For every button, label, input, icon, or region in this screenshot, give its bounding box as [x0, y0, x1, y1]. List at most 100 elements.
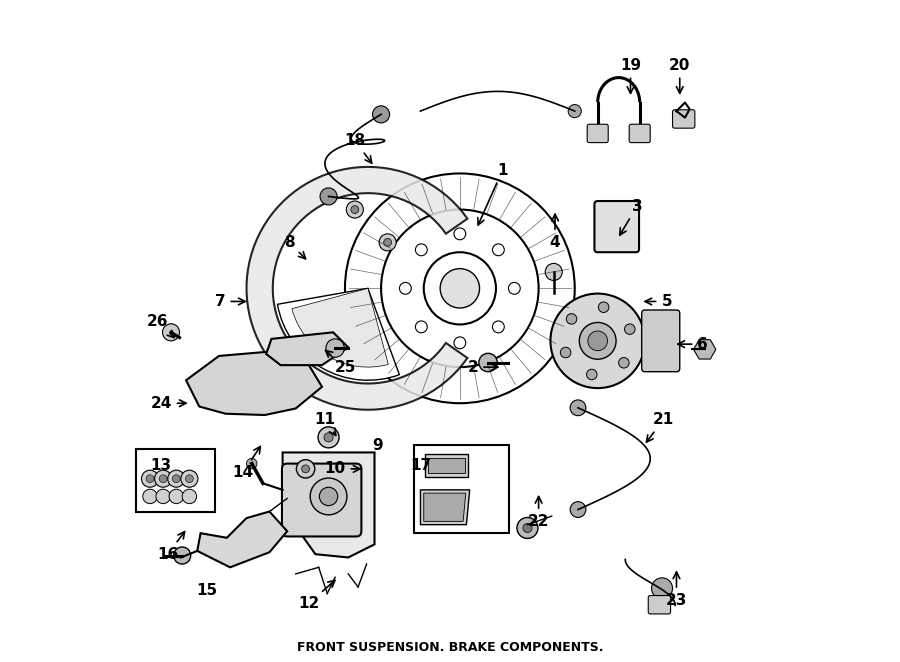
Circle shape — [326, 339, 345, 357]
Circle shape — [163, 324, 179, 341]
Polygon shape — [694, 340, 716, 359]
Circle shape — [523, 524, 532, 532]
Bar — [136, 449, 215, 512]
Circle shape — [416, 321, 428, 333]
Text: 10: 10 — [325, 461, 360, 477]
Circle shape — [346, 201, 364, 218]
Text: 16: 16 — [158, 532, 184, 561]
Text: 8: 8 — [284, 235, 306, 259]
Text: 19: 19 — [620, 58, 641, 93]
Circle shape — [580, 322, 616, 359]
Circle shape — [588, 331, 608, 351]
Circle shape — [454, 337, 466, 349]
FancyBboxPatch shape — [642, 310, 680, 371]
Polygon shape — [420, 490, 470, 525]
Circle shape — [517, 518, 538, 538]
Circle shape — [155, 470, 172, 487]
Text: 7: 7 — [215, 294, 245, 309]
Text: 23: 23 — [666, 572, 688, 608]
Circle shape — [570, 502, 586, 518]
Circle shape — [310, 478, 346, 515]
FancyBboxPatch shape — [648, 596, 670, 614]
Circle shape — [156, 489, 170, 504]
Text: 12: 12 — [298, 581, 335, 611]
Circle shape — [296, 459, 315, 478]
Wedge shape — [277, 289, 400, 380]
Text: 9: 9 — [373, 438, 383, 453]
Circle shape — [247, 458, 257, 469]
Text: 26: 26 — [147, 314, 175, 338]
FancyBboxPatch shape — [594, 201, 639, 252]
Polygon shape — [197, 512, 287, 567]
Text: 14: 14 — [233, 446, 260, 480]
Circle shape — [551, 293, 645, 388]
Circle shape — [185, 475, 193, 483]
Polygon shape — [428, 457, 465, 473]
Text: 3: 3 — [620, 199, 643, 235]
Text: 20: 20 — [669, 58, 690, 93]
Text: 2: 2 — [468, 359, 498, 375]
Circle shape — [320, 188, 338, 205]
Circle shape — [324, 433, 333, 442]
Circle shape — [598, 302, 609, 312]
Text: 21: 21 — [646, 412, 674, 442]
Circle shape — [570, 400, 586, 416]
Wedge shape — [292, 289, 388, 367]
Bar — [414, 445, 509, 533]
Text: 1: 1 — [478, 163, 508, 225]
Circle shape — [146, 475, 154, 483]
Circle shape — [545, 263, 562, 281]
Circle shape — [320, 487, 338, 506]
FancyBboxPatch shape — [672, 110, 695, 128]
Circle shape — [302, 465, 310, 473]
Text: 5: 5 — [645, 294, 672, 309]
Polygon shape — [283, 452, 374, 557]
Circle shape — [492, 321, 504, 333]
Text: 15: 15 — [196, 583, 218, 598]
Circle shape — [143, 489, 157, 504]
Polygon shape — [247, 167, 467, 410]
Circle shape — [416, 244, 428, 256]
FancyBboxPatch shape — [629, 124, 650, 142]
Circle shape — [492, 244, 504, 256]
Circle shape — [652, 578, 672, 599]
Circle shape — [172, 475, 180, 483]
Circle shape — [587, 369, 597, 380]
Circle shape — [618, 357, 629, 368]
Circle shape — [318, 427, 339, 448]
Polygon shape — [425, 454, 468, 477]
Text: 4: 4 — [550, 214, 561, 250]
Circle shape — [167, 470, 184, 487]
Polygon shape — [186, 352, 322, 415]
Circle shape — [440, 269, 480, 308]
Text: 17: 17 — [410, 458, 431, 473]
Text: 11: 11 — [315, 412, 336, 436]
Text: 13: 13 — [150, 458, 172, 473]
Text: 18: 18 — [345, 133, 372, 163]
Text: 6: 6 — [678, 337, 708, 352]
Text: FRONT SUSPENSION. BRAKE COMPONENTS.: FRONT SUSPENSION. BRAKE COMPONENTS. — [297, 641, 603, 654]
Circle shape — [568, 105, 581, 118]
Circle shape — [182, 489, 196, 504]
FancyBboxPatch shape — [282, 463, 362, 536]
FancyBboxPatch shape — [587, 124, 608, 142]
Circle shape — [508, 283, 520, 294]
Polygon shape — [424, 493, 466, 522]
Circle shape — [373, 106, 390, 123]
Polygon shape — [266, 332, 348, 365]
Text: 25: 25 — [326, 350, 356, 375]
Circle shape — [566, 314, 577, 324]
Circle shape — [625, 324, 635, 334]
Text: 24: 24 — [150, 396, 186, 410]
Circle shape — [383, 238, 392, 246]
Circle shape — [351, 206, 359, 214]
Circle shape — [169, 489, 184, 504]
Circle shape — [181, 470, 198, 487]
Circle shape — [561, 348, 571, 357]
Circle shape — [479, 354, 498, 371]
Text: 22: 22 — [528, 496, 549, 529]
Circle shape — [174, 547, 191, 564]
Circle shape — [141, 470, 158, 487]
Circle shape — [454, 228, 466, 240]
Circle shape — [159, 475, 167, 483]
